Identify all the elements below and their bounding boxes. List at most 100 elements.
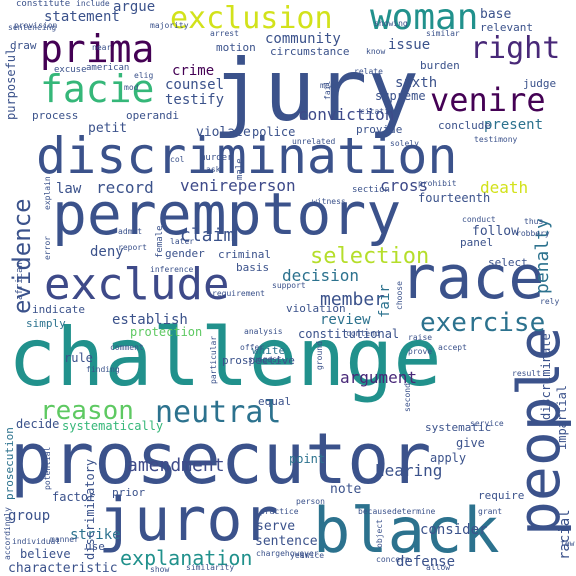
word: defense bbox=[396, 554, 456, 570]
word: prima bbox=[40, 27, 155, 71]
word: venireperson bbox=[180, 176, 296, 195]
word: base bbox=[480, 7, 512, 22]
word: note bbox=[330, 482, 362, 497]
word: col bbox=[170, 155, 185, 164]
word: amendment bbox=[127, 455, 225, 476]
word: claim bbox=[180, 225, 235, 246]
word: argument bbox=[340, 368, 418, 387]
word: strike bbox=[70, 527, 121, 543]
word: allow bbox=[426, 563, 451, 572]
word: murder bbox=[200, 153, 233, 163]
word: violate bbox=[196, 125, 251, 140]
word: object bbox=[375, 519, 384, 548]
word: error bbox=[43, 235, 52, 260]
word: practice bbox=[260, 507, 299, 516]
word: believe bbox=[20, 547, 71, 561]
word: female bbox=[155, 225, 165, 258]
word: determine bbox=[392, 507, 436, 516]
word: basis bbox=[236, 261, 270, 274]
word: panel bbox=[460, 236, 494, 249]
word: relevant bbox=[480, 21, 533, 34]
word: peremptory bbox=[52, 180, 402, 248]
word: hearing bbox=[375, 461, 443, 480]
word: factor bbox=[52, 490, 96, 504]
word: showing bbox=[374, 19, 408, 28]
word: testimony bbox=[474, 135, 518, 144]
word: fair bbox=[377, 284, 393, 318]
word: similarity bbox=[186, 563, 235, 572]
word: cross bbox=[380, 176, 429, 195]
word: discrimination bbox=[36, 127, 458, 185]
word: section bbox=[352, 185, 390, 195]
word: judge bbox=[523, 77, 557, 90]
word: admit bbox=[118, 227, 143, 236]
word: show bbox=[150, 565, 170, 574]
word: arrest bbox=[210, 29, 239, 38]
word: argue bbox=[113, 0, 156, 15]
word: use bbox=[85, 540, 105, 553]
word: review bbox=[320, 312, 371, 328]
word: choose bbox=[395, 281, 404, 310]
word: rely bbox=[540, 297, 560, 306]
word: accept bbox=[438, 343, 467, 352]
word: include bbox=[76, 0, 110, 8]
word: operandi bbox=[126, 109, 179, 122]
word: consider bbox=[420, 522, 488, 538]
word: apply bbox=[430, 451, 467, 465]
word: manner bbox=[50, 535, 79, 544]
word: individual bbox=[12, 537, 61, 546]
word: prove bbox=[408, 347, 433, 356]
word: contend bbox=[346, 329, 380, 338]
word: prosecutor bbox=[10, 418, 432, 500]
word: unrelated bbox=[292, 137, 336, 146]
word: comment bbox=[110, 343, 144, 352]
word: provide bbox=[356, 123, 403, 136]
word: offer bbox=[240, 343, 265, 352]
word: indicate bbox=[32, 303, 85, 316]
word: facie bbox=[40, 67, 155, 111]
word: require bbox=[478, 489, 525, 502]
word: prospective bbox=[222, 354, 295, 367]
word: relate bbox=[354, 67, 383, 76]
word: report bbox=[118, 243, 147, 252]
word: explanation bbox=[120, 546, 253, 570]
word: fail bbox=[323, 80, 332, 100]
word: equal bbox=[258, 395, 292, 408]
word: present bbox=[484, 117, 544, 133]
word: analysis bbox=[244, 327, 283, 336]
word: impartial bbox=[555, 384, 569, 450]
word: know bbox=[366, 47, 386, 56]
word: draw bbox=[10, 39, 37, 52]
word: exercise bbox=[420, 308, 546, 338]
word: decide bbox=[16, 417, 60, 431]
word: conduct bbox=[462, 215, 496, 224]
word: particular bbox=[209, 335, 218, 384]
word: issue bbox=[388, 37, 431, 53]
word: prosecution bbox=[3, 427, 16, 500]
word: venire bbox=[430, 81, 546, 119]
word: conviction bbox=[298, 105, 395, 124]
word: grant bbox=[478, 507, 503, 516]
word: constitute bbox=[16, 0, 71, 9]
word: provision bbox=[14, 21, 58, 30]
word: gender bbox=[165, 247, 205, 260]
word: fourteenth bbox=[418, 191, 491, 205]
word: later bbox=[170, 237, 195, 246]
word: juror bbox=[98, 485, 279, 555]
word: petit bbox=[88, 121, 128, 136]
word: finding bbox=[86, 365, 120, 374]
word: characteristic bbox=[8, 561, 118, 576]
word: male bbox=[235, 158, 245, 180]
word: crime bbox=[172, 63, 215, 79]
word: death bbox=[480, 178, 529, 197]
word: discriminate bbox=[539, 333, 553, 420]
word: ask bbox=[206, 165, 221, 174]
word: result bbox=[512, 369, 541, 378]
word: reason bbox=[40, 396, 134, 426]
word: elig bbox=[134, 71, 154, 80]
word: american bbox=[86, 63, 130, 73]
word: black bbox=[313, 494, 500, 567]
word: simply bbox=[26, 317, 66, 330]
word: process bbox=[32, 109, 79, 122]
